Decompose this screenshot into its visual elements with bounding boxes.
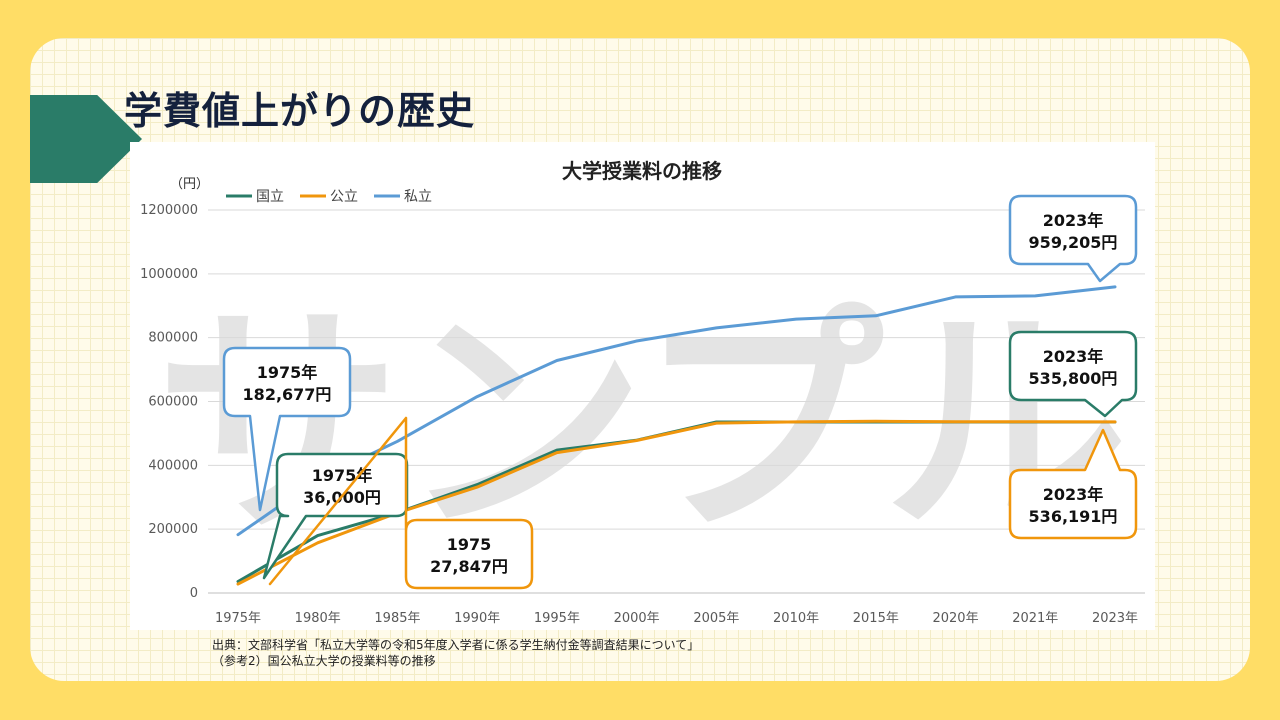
chart-title: 大学授業料の推移 <box>562 159 722 183</box>
y-tick-label: 1000000 <box>140 267 198 282</box>
x-tick-label: 2021年 <box>1012 611 1058 626</box>
x-tick-label: 1995年 <box>534 611 580 626</box>
x-tick-label: 2000年 <box>614 611 660 626</box>
series-line <box>236 419 1117 586</box>
line-chart: サンプル 0 200000 400000 600000 800000 1000000 1200… <box>140 159 1145 626</box>
callout-box <box>1008 194 1138 283</box>
callout-box <box>268 416 534 590</box>
callout-box <box>1008 330 1138 418</box>
source-line-2: （参考2）国公私立大学の授業料等の推移 <box>212 654 436 668</box>
source-note: 出典：文部科学省「私立大学等の令和5年度入学者に係る学生納付金等調査結果について… <box>212 637 699 669</box>
source-line-1: 出典：文部科学省「私立大学等の令和5年度入学者に係る学生納付金等調査結果について… <box>212 638 700 652</box>
callout-label-value: 27,847円 <box>430 557 508 576</box>
callout-label-year: 2023年 <box>1043 211 1104 230</box>
y-tick-label: 200000 <box>148 522 198 537</box>
callout-label-value: 182,677円 <box>243 385 332 404</box>
y-tick-label: 0 <box>190 586 198 601</box>
x-tick-label: 1985年 <box>374 611 420 626</box>
watermark-text: サンプル <box>156 282 1129 567</box>
series-line <box>236 285 1117 537</box>
callout-label-year: 1975 <box>447 535 492 554</box>
callout-label-value: 535,800円 <box>1029 369 1118 388</box>
x-tick-label: 2023年 <box>1092 611 1138 626</box>
legend-label: 私立 <box>404 189 432 205</box>
y-tick-label: 600000 <box>148 395 198 410</box>
callout-box <box>1008 428 1138 540</box>
y-tick-label: 400000 <box>148 458 198 473</box>
callout-label-year: 1975年 <box>257 363 318 382</box>
legend-label: 国立 <box>256 189 284 205</box>
y-axis-label: （円） <box>170 177 209 192</box>
x-tick-label: 2020年 <box>932 611 978 626</box>
x-tick-label: 2015年 <box>853 611 899 626</box>
x-tick-label: 1990年 <box>454 611 500 626</box>
x-tick-label: 1980年 <box>295 611 341 626</box>
chart-panel: サンプル 0 200000 400000 600000 800000 1000000 1200… <box>130 142 1155 630</box>
page-title: 学費値上がりの歴史 <box>124 89 476 133</box>
callout-label-value: 959,205円 <box>1029 233 1118 252</box>
x-tick-label: 2005年 <box>693 611 739 626</box>
x-tick-label: 1975年 <box>215 611 261 626</box>
legend-label: 公立 <box>330 189 358 205</box>
y-tick-label: 800000 <box>148 331 198 346</box>
y-tick-label: 1200000 <box>140 203 198 218</box>
callout-label-year: 1975年 <box>312 466 373 485</box>
callout-box <box>222 346 352 512</box>
callout-label-value: 536,191円 <box>1029 507 1118 526</box>
callout-label-year: 2023年 <box>1043 347 1104 366</box>
x-tick-label: 2010年 <box>773 611 819 626</box>
callout-label-year: 2023年 <box>1043 485 1104 504</box>
